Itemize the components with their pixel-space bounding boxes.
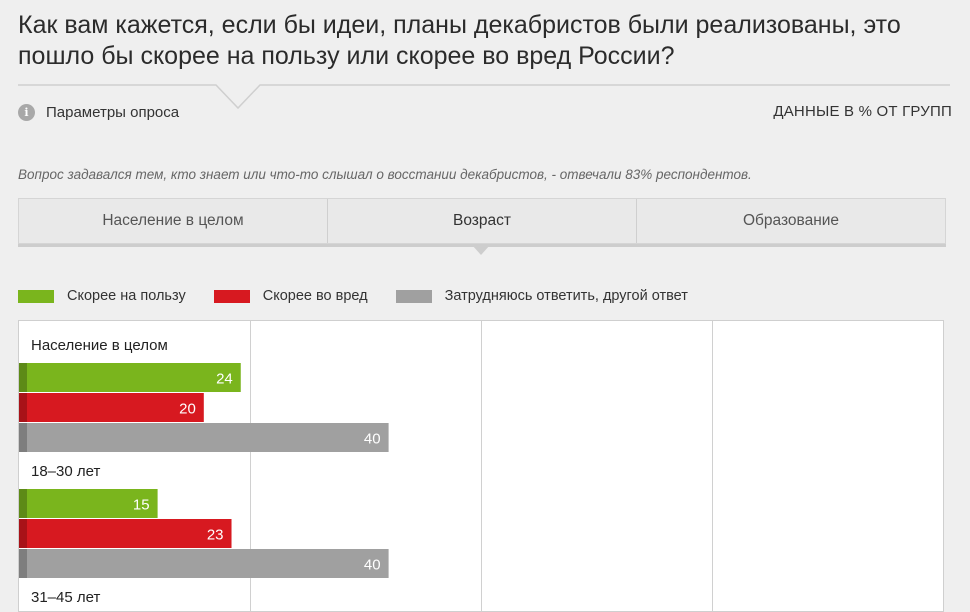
bar-unsure[interactable] [19,549,389,578]
bar-value-label: 20 [179,401,196,418]
bar-harm[interactable] [19,393,204,422]
group-label: Население в целом [31,337,168,354]
bar-benefit[interactable] [19,489,158,518]
tab-population[interactable]: Население в целом [19,199,328,243]
bar-unsure[interactable] [19,423,389,452]
bar-benefit[interactable] [19,363,241,392]
legend-label-harm: Скорее во вред [262,288,368,304]
legend-label-benefit: Скорее на пользу [67,288,186,304]
legend-swatch-harm [213,289,250,303]
chart-legend: Скорее на пользу Скорее во вред Затрудня… [18,288,716,304]
units-label: ДАННЫЕ В % ОТ ГРУПП [773,103,952,120]
bar-stub [19,489,27,518]
bar-value-label: 15 [133,497,150,514]
bar-stub [19,393,27,422]
bar-chart: Население в целом 24 20 40 18–30 лет 15 23 40 31… [19,321,713,611]
legend-swatch-unsure [395,289,432,303]
page-title: Как вам кажется, если бы идеи, планы дек… [18,11,901,70]
survey-params-toggle[interactable]: i Параметры опроса [18,103,179,121]
bar-stub [19,363,27,392]
header-divider [18,84,950,110]
info-icon: i [18,103,35,121]
bar-value-label: 40 [364,431,381,448]
group-label: 31–45 лет [31,589,100,606]
bar-stub [19,519,27,548]
survey-params-label: Параметры опроса [46,103,180,121]
legend-swatch-benefit [18,289,54,303]
bar-value-label: 40 [364,557,381,574]
grouping-tabs: Население в целом Возраст Образование [18,198,946,244]
bar-value-label: 24 [216,371,233,388]
legend-item-harm: Скорее во вред [213,288,368,304]
legend-label-unsure: Затрудняюсь ответить, другой ответ [444,288,688,304]
legend-item-benefit: Скорее на пользу [18,288,186,304]
chart-area: Население в целом 24 20 40 18–30 лет 15 23 40 31… [18,320,944,612]
legend-item-unsure: Затрудняюсь ответить, другой ответ [395,288,688,304]
bar-harm[interactable] [19,519,232,548]
tab-age[interactable]: Возраст [328,199,637,243]
bar-stub [19,423,27,452]
bar-value-label: 23 [207,527,224,544]
question-note: Вопрос задавался тем, кто знает или что-… [18,167,752,182]
bar-stub [19,549,27,578]
active-tab-pointer [472,245,490,255]
group-label: 18–30 лет [31,463,100,480]
tab-education[interactable]: Образование [742,212,840,229]
